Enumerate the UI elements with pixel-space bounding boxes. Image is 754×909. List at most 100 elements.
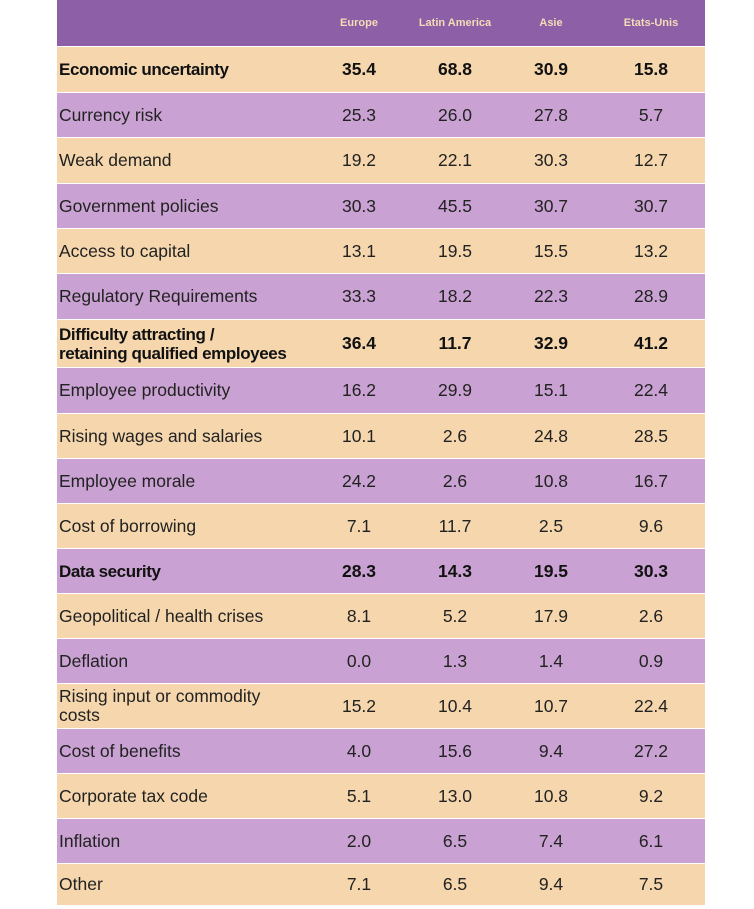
table-cell: 7.4 (538, 830, 564, 851)
table-cell: 6.1 (638, 830, 664, 851)
table-cell: 15.1 (533, 380, 569, 400)
table-cell: 30.7 (633, 195, 669, 216)
table-cell: 30.9 (533, 59, 569, 79)
table-cell: 6.5 (442, 874, 468, 894)
table-cell: 10.4 (437, 695, 473, 716)
table-cell: 30.3 (533, 150, 569, 170)
table-row: Other 7.1 6.5 9.4 7.5 (57, 864, 705, 905)
table-cell: 19.2 (341, 150, 377, 170)
table-cell: 22.4 (633, 380, 669, 400)
table-cell: 2.6 (442, 425, 468, 446)
table-cell: 9.2 (638, 785, 664, 806)
table-cell: 8.1 (346, 605, 372, 626)
table-cell: 18.2 (437, 286, 473, 306)
table-cell: 2.6 (638, 605, 664, 626)
table-cell: 26.0 (437, 104, 473, 125)
table-cell: 1.3 (442, 650, 468, 671)
table-cell: 6.5 (442, 830, 468, 851)
table-row: Cost of borrowing 7.1 11.7 2.5 9.6 (57, 504, 705, 548)
table-row: Employee morale 24.2 2.6 10.8 16.7 (57, 459, 705, 503)
row-label: Difficulty attracting / retaining qualif… (59, 324, 287, 363)
table-cell: 7.1 (346, 515, 372, 536)
table-cell: 33.3 (341, 286, 377, 306)
table-cell: 30.3 (633, 560, 669, 581)
table-row: Access to capital 13.1 19.5 15.5 13.2 (57, 229, 705, 273)
table-row: Cost of benefits 4.0 15.6 9.4 27.2 (57, 729, 705, 773)
table-cell: 10.7 (533, 695, 569, 716)
table-cell: 30.3 (341, 195, 377, 216)
table-cell: 13.0 (437, 785, 473, 806)
table-cell: 10.1 (341, 425, 377, 446)
table-cell: 30.7 (533, 195, 569, 216)
row-label: Employee productivity (59, 380, 231, 400)
table-cell: 7.5 (638, 874, 664, 894)
table-cell: 5.2 (442, 605, 468, 626)
table-cell: 45.5 (437, 195, 473, 216)
row-label: Employee morale (59, 470, 196, 491)
row-label: Cost of borrowing (59, 515, 197, 536)
table-cell: 28.5 (633, 425, 669, 446)
table-cell: 5.1 (346, 785, 372, 806)
row-label: Inflation (59, 830, 121, 851)
table-cell: 1.4 (538, 650, 564, 671)
table-cell: 25.3 (341, 104, 377, 125)
table-row: Employee productivity 16.2 29.9 15.1 22.4 (57, 368, 705, 413)
table-cell: 24.2 (341, 470, 377, 491)
table-cell: 0.9 (638, 650, 664, 671)
row-label: Geopolitical / health crises (59, 605, 264, 626)
table-row: Deflation 0.0 1.3 1.4 0.9 (57, 639, 705, 683)
table-row: Difficulty attracting / retaining qualif… (57, 320, 705, 367)
table-cell: 41.2 (633, 333, 669, 353)
table-cell: 17.9 (533, 605, 569, 626)
row-label: Deflation (59, 650, 129, 671)
table-cell: 24.8 (533, 425, 569, 446)
row-label: Weak demand (59, 150, 172, 170)
table-cell: 9.6 (638, 515, 664, 536)
table-cell: 29.9 (437, 380, 473, 400)
row-label: Government policies (59, 195, 219, 216)
table-cell: 12.7 (633, 150, 669, 170)
table-cell: 15.2 (341, 695, 377, 716)
table-cell: 15.6 (437, 740, 473, 761)
column-header-europe: Europe (340, 17, 378, 29)
table-cell: 5.7 (638, 104, 664, 125)
table-cell: 2.0 (346, 830, 372, 851)
table-cell: 0.0 (346, 650, 372, 671)
table-cell: 22.1 (437, 150, 473, 170)
table-cell: 35.4 (341, 59, 377, 79)
table-cell: 19.5 (533, 560, 569, 581)
table-row: Regulatory Requirements 33.3 18.2 22.3 28.9 (57, 274, 705, 319)
row-label: Currency risk (59, 104, 163, 125)
table-cell: 36.4 (341, 333, 377, 353)
row-label: Cost of benefits (59, 740, 181, 761)
table-cell: 13.2 (633, 240, 669, 261)
table-cell: 19.5 (437, 240, 473, 261)
table-cell: 32.9 (533, 333, 569, 353)
data-table: Europe Latin America Asie Etats-Unis Eco… (57, 0, 705, 905)
table-cell: 11.7 (438, 333, 472, 353)
table-cell: 22.3 (533, 286, 569, 306)
row-label: Rising wages and salaries (59, 425, 263, 446)
table-row: Geopolitical / health crises 8.1 5.2 17.9 2.… (57, 594, 705, 638)
table-cell: 2.5 (538, 515, 564, 536)
row-label: Corporate tax code (59, 785, 208, 806)
row-label: Rising input or commodity costs (59, 686, 261, 725)
table-cell: 9.4 (538, 740, 564, 761)
table-row: Rising input or commodity costs 15.2 10.4 1… (57, 684, 705, 728)
table-cell: 2.6 (442, 470, 468, 491)
table-cell: 11.7 (438, 515, 472, 536)
table-cell: 22.4 (633, 695, 669, 716)
table-cell: 10.8 (533, 470, 569, 491)
row-label: Access to capital (59, 240, 191, 261)
table-cell: 9.4 (538, 874, 564, 894)
table-row: Government policies 30.3 45.5 30.7 30.7 (57, 184, 705, 228)
table-row: Rising wages and salaries 10.1 2.6 24.8 28.5 (57, 414, 705, 458)
table-row: Inflation 2.0 6.5 7.4 6.1 (57, 819, 705, 863)
row-label: Other (59, 874, 103, 894)
column-header-latin-america: Latin America (418, 17, 492, 29)
table-cell: 10.8 (533, 785, 569, 806)
table-row: Weak demand 19.2 22.1 30.3 12.7 (57, 138, 705, 183)
table-cell: 16.7 (633, 470, 669, 491)
column-header-etats-unis: Etats-Unis (623, 17, 679, 29)
row-label: Regulatory Requirements (59, 286, 258, 306)
